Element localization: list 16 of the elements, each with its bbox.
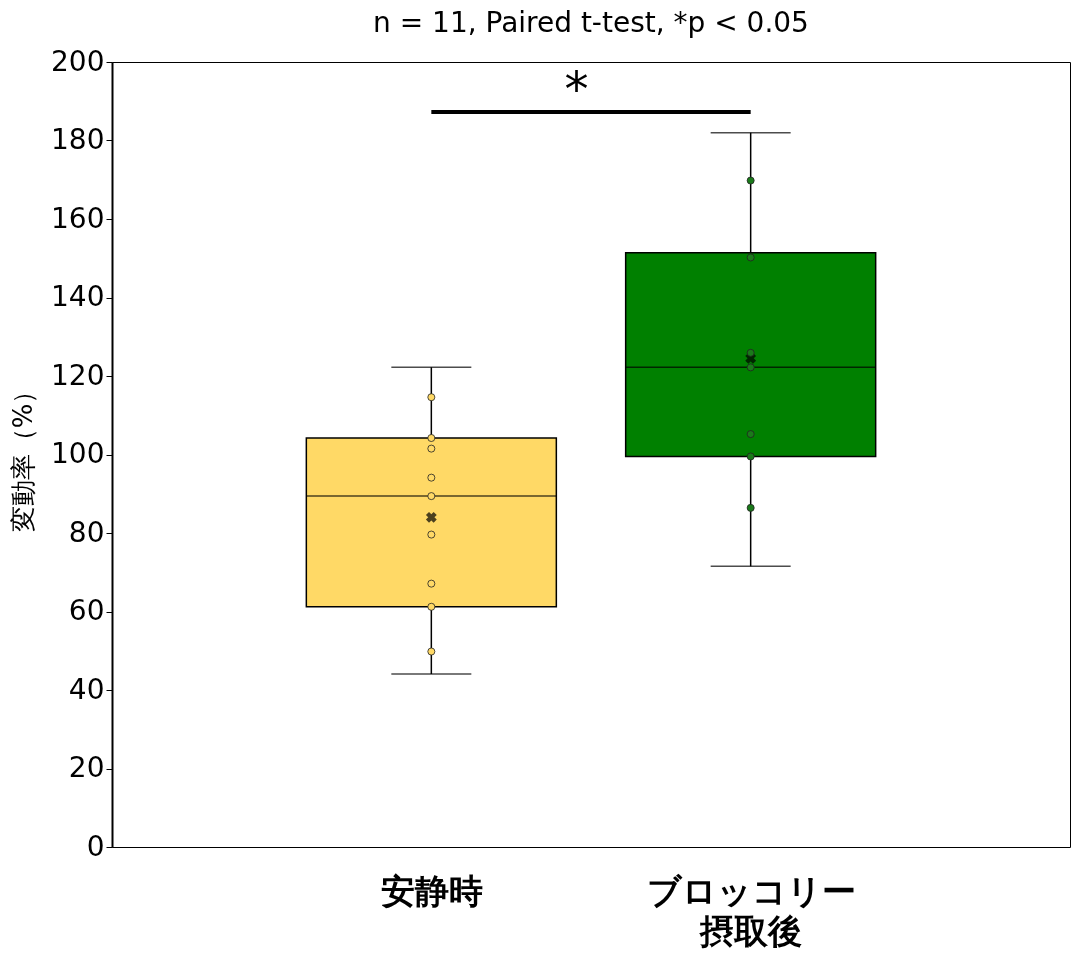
x-tick-label: 安静時	[380, 870, 483, 911]
y-tick-label: 120	[51, 358, 105, 392]
y-tick-label: 0	[86, 829, 105, 863]
y-tick-label: 200	[51, 44, 105, 78]
y-tick-label: 180	[51, 123, 105, 156]
y-tick-label: 140	[51, 280, 105, 313]
y-tick-label: 160	[51, 201, 105, 235]
annotation: *	[564, 61, 589, 117]
y-tick-label: 100	[51, 437, 105, 470]
y-tick-label: 80	[68, 515, 105, 549]
y-tick-label: 40	[68, 672, 105, 706]
chart-title: n = 11, Paired t-test, *p < 0.05	[373, 6, 809, 39]
y-axis-title: 変動率（%）	[8, 377, 39, 533]
x-tick-label: ブロッコリー摂取後	[646, 870, 856, 951]
y-tick-label: 60	[68, 594, 105, 627]
y-tick-label: 20	[68, 751, 105, 784]
